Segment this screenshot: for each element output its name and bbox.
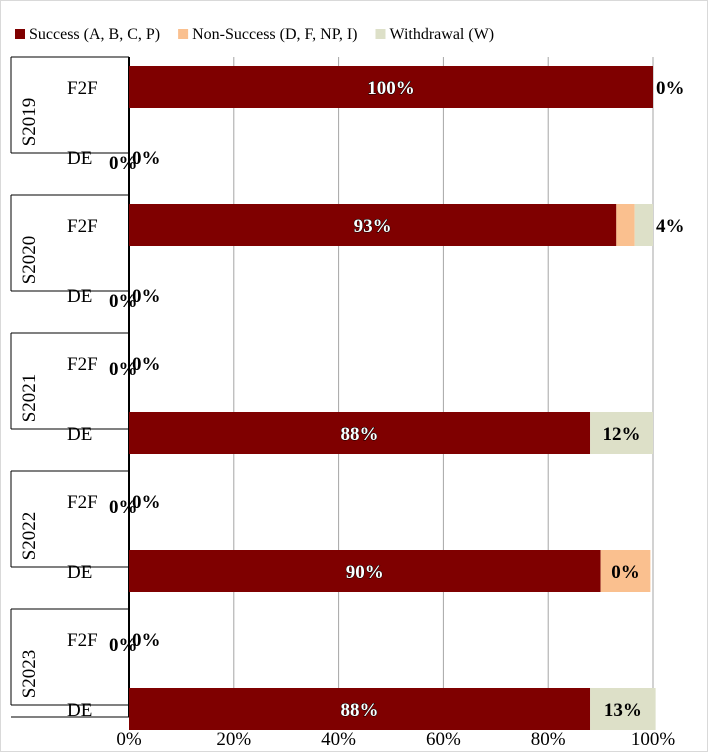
bar-segment-1-0-0	[129, 204, 617, 246]
category-label-4-1: DE	[67, 700, 92, 721]
data-label-2-1-2: 12%	[603, 424, 641, 445]
data-label-1-1-0: 0%	[132, 286, 161, 307]
zero-label-3-0: 0%	[109, 497, 138, 518]
group-label-3: S2022	[19, 512, 40, 561]
category-label-0-0: F2F	[67, 78, 98, 99]
legend-swatch-1	[178, 29, 189, 39]
data-label-4-0-0: 0%	[132, 630, 161, 651]
zero-label-2-0: 0%	[109, 359, 138, 380]
bar-segment-1-0-2	[634, 204, 653, 246]
legend-label-2: Withdrawal (W)	[389, 26, 494, 43]
zero-label-1-1: 0%	[109, 291, 138, 312]
bar-segment-2-1-0	[129, 412, 591, 454]
bar-segment-2-1-2	[590, 412, 653, 454]
x-tick-label-2: 40%	[321, 729, 356, 750]
bar-segment-3-1-0	[129, 550, 601, 592]
legend-swatch-2	[375, 29, 386, 39]
legend-label-0: Success (A, B, C, P)	[29, 26, 160, 43]
group-label-0: S2019	[19, 98, 40, 147]
category-label-2-0: F2F	[67, 354, 98, 375]
group-label-4: S2023	[19, 650, 40, 699]
x-tick-label-4: 80%	[531, 729, 566, 750]
category-label-1-0: F2F	[67, 216, 98, 237]
data-label-0-1-0: 0%	[132, 148, 161, 169]
group-label-1: S2020	[19, 236, 40, 285]
data-label-0-0-0: 100%	[367, 78, 415, 99]
category-label-1-1: DE	[67, 286, 92, 307]
data-label-4-1-2: 13%	[604, 700, 642, 721]
x-tick-label-1: 20%	[216, 729, 251, 750]
legend-swatch-0	[15, 29, 25, 39]
x-tick-label-3: 60%	[426, 729, 461, 750]
group-label-2: S2021	[19, 374, 40, 423]
zero-label-0-1: 0%	[109, 153, 138, 174]
bar-segment-0-0-0	[129, 66, 653, 108]
x-tick-label-5: 100%	[631, 729, 676, 750]
bar-segment-4-1-0	[129, 688, 591, 730]
data-label-2-1-0: 88%	[341, 424, 379, 445]
category-label-3-0: F2F	[67, 492, 98, 513]
data-label-4-1-0: 88%	[341, 700, 379, 721]
data-label-3-1-1: 0%	[611, 562, 640, 583]
data-label-1-0-0: 93%	[354, 216, 392, 237]
category-label-2-1: DE	[67, 424, 92, 445]
category-label-0-1: DE	[67, 148, 92, 169]
data-label-0-0-2: 0%	[656, 78, 685, 99]
category-label-4-0: F2F	[67, 630, 98, 651]
zero-label-4-0: 0%	[109, 635, 138, 656]
data-label-1-0-2: 4%	[656, 216, 685, 237]
bar-segment-4-1-2	[590, 688, 656, 730]
bar-segment-1-0-1	[616, 204, 635, 246]
bar-segment-3-1-1	[600, 550, 651, 592]
data-label-3-1-0: 90%	[346, 562, 384, 583]
data-label-3-0-0: 0%	[132, 492, 161, 513]
category-label-3-1: DE	[67, 562, 92, 583]
x-tick-label-0: 0%	[116, 729, 142, 750]
legend-label-1: Non-Success (D, F, NP, I)	[192, 26, 357, 43]
data-label-2-0-0: 0%	[132, 354, 161, 375]
